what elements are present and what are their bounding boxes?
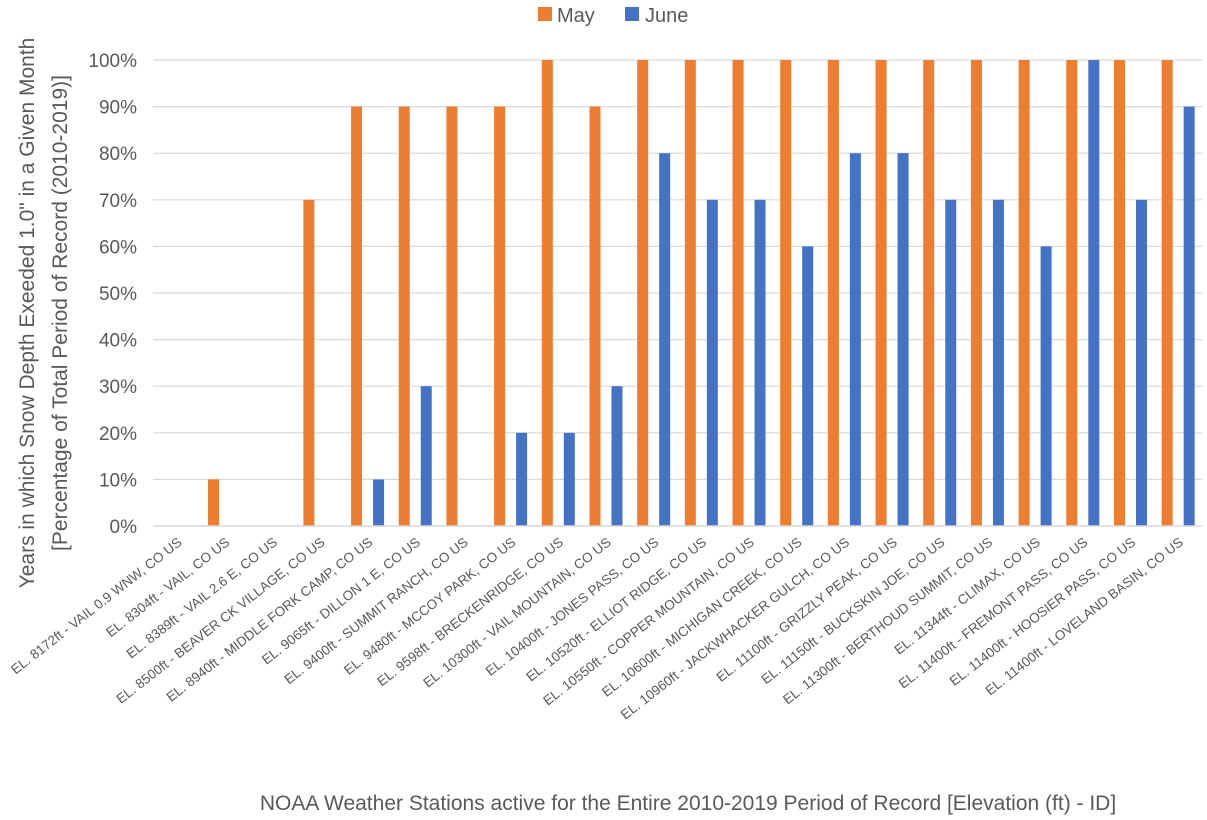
y-axis-title-line1: Years in which Snow Depth Exeeded 1.0" i… [16, 38, 39, 589]
y-tick-label: 40% [99, 331, 137, 352]
bar-may [446, 106, 458, 526]
bar-may [780, 60, 792, 526]
bar-may [827, 60, 839, 526]
y-axis-title-line2: [Percentage of Total Period of Record (2… [49, 75, 72, 551]
y-tick-label: 30% [99, 377, 137, 398]
bar-june [945, 199, 957, 527]
bar-june [420, 386, 432, 526]
bars [208, 60, 1195, 527]
bar-june [611, 386, 623, 526]
bar-june [802, 246, 814, 526]
x-tick-label: EL. 9480ft - MCCOY PARK, CO US [341, 535, 518, 678]
y-tick-label: 50% [99, 284, 137, 305]
bar-may [1018, 60, 1030, 526]
bar-may [494, 106, 506, 526]
y-tick-label: 90% [99, 98, 137, 119]
bar-may [208, 479, 220, 526]
bar-may [398, 106, 410, 526]
legend-swatch-june [625, 7, 639, 21]
legend: May June [538, 5, 688, 27]
legend-label-june: June [645, 5, 688, 27]
y-tick-label: 10% [99, 470, 137, 491]
y-tick-label: 100% [88, 51, 137, 72]
bar-june [516, 432, 528, 526]
bar-june [1135, 199, 1147, 527]
bar-may [589, 106, 601, 526]
bar-june [659, 153, 671, 526]
bar-june [1183, 106, 1195, 526]
x-tick-label: EL. 10400ft - JONES PASS, CO US [483, 535, 662, 679]
bar-june [563, 432, 575, 526]
bar-may [303, 199, 315, 527]
bar-june [1088, 60, 1100, 526]
bar-may [351, 106, 363, 526]
y-tick-label: 60% [99, 237, 137, 258]
y-tick-label: 80% [99, 144, 137, 165]
y-axis-ticks: 0% 10% 20% 30% 40% 50% 60% 70% 80% 90% 100% [88, 51, 137, 538]
y-tick-label: 20% [99, 424, 137, 445]
y-tick-label: 70% [99, 191, 137, 212]
bar-may [1066, 60, 1078, 526]
bar-june [373, 479, 385, 526]
bar-may [637, 60, 649, 526]
bar-june [706, 199, 718, 527]
legend-swatch-may [538, 7, 552, 21]
bar-june [754, 199, 766, 527]
y-tick-label: 0% [110, 517, 138, 538]
legend-label-may: May [557, 5, 595, 27]
bar-june [992, 199, 1004, 527]
bar-may [970, 60, 982, 526]
bar-may [923, 60, 935, 526]
bar-may [875, 60, 887, 526]
x-axis-title: NOAA Weather Stations active for the Ent… [260, 792, 1116, 815]
bar-may [1161, 60, 1173, 526]
bar-may [1113, 60, 1125, 526]
bar-june [897, 153, 909, 526]
bar-may [541, 60, 553, 526]
bar-may [684, 60, 696, 526]
bar-june [849, 153, 861, 526]
bar-june [1040, 246, 1052, 526]
bar-may [732, 60, 744, 526]
